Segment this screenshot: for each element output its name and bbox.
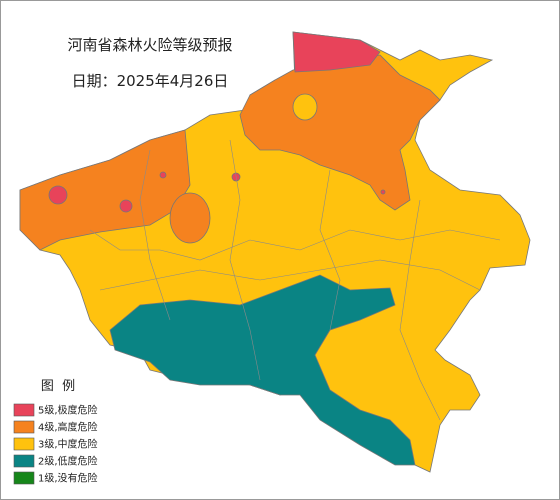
county-borders bbox=[89, 139, 501, 421]
legend: 5级,极度危险 4级,高度危险 3级,中度危险 2级,低度危险 1级,没有危险 bbox=[13, 403, 98, 485]
level5-patch bbox=[48, 185, 68, 205]
map-title: 河南省森林火险等级预报 bbox=[67, 36, 232, 54]
level3-patch bbox=[292, 93, 318, 121]
level5-patch bbox=[380, 189, 386, 195]
map-date: 日期：2025年4月26日 bbox=[72, 72, 229, 90]
legend-swatch bbox=[13, 454, 35, 468]
map bbox=[19, 31, 531, 473]
legend-swatch bbox=[13, 437, 35, 451]
legend-title: 图 例 bbox=[41, 379, 75, 394]
legend-swatch bbox=[13, 471, 35, 485]
level2-area bbox=[109, 274, 416, 466]
level5-patch bbox=[159, 171, 167, 179]
level4-north bbox=[239, 54, 441, 211]
level4-patch bbox=[169, 192, 211, 244]
level5-north bbox=[292, 31, 381, 73]
legend-swatch bbox=[13, 403, 35, 417]
legend-label: 2级,低度危险 bbox=[38, 455, 98, 468]
legend-label: 5级,极度危险 bbox=[38, 404, 98, 417]
level5-patch bbox=[119, 199, 133, 213]
legend-label: 3级,中度危险 bbox=[38, 438, 98, 451]
legend-label: 1级,没有危险 bbox=[38, 472, 98, 485]
legend-label: 4级,高度危险 bbox=[38, 421, 98, 434]
legend-swatch bbox=[13, 420, 35, 434]
